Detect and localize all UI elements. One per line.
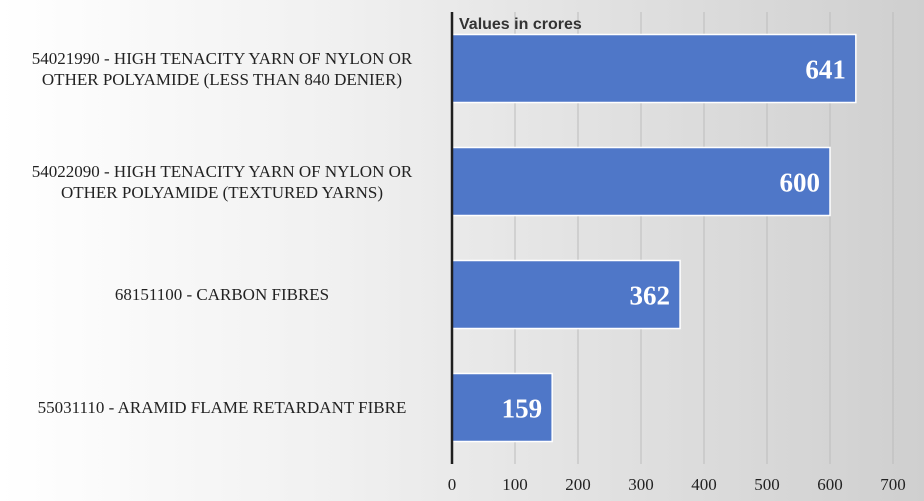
x-tick-label: 500 (754, 475, 780, 494)
bar (451, 372, 553, 443)
bar-value-label: 600 (780, 168, 821, 198)
x-tick-label: 600 (817, 475, 843, 494)
bar-value-label: 641 (805, 55, 846, 85)
x-tick-label: 0 (448, 475, 457, 494)
bar (451, 259, 681, 330)
x-tick-label: 100 (502, 475, 528, 494)
category-label: 54021990 - High tenacity yarn of nylon o… (31, 48, 413, 89)
bar (451, 33, 857, 104)
category-label: 68151100 - Carbon fibres (114, 285, 330, 304)
x-tick-label: 300 (628, 475, 654, 494)
x-tick-label: 400 (691, 475, 717, 494)
x-tick-label: 700 (880, 475, 906, 494)
x-tick-label: 200 (565, 475, 591, 494)
chart-title: Values in crores (459, 16, 582, 33)
bar-value-label: 362 (630, 281, 671, 311)
category-label: 55031110 - Aramid flame retardant fibre (37, 398, 407, 417)
bar-value-label: 159 (502, 394, 543, 424)
category-label: 54022090 - High tenacity yarn of nylon o… (31, 161, 413, 202)
bar (451, 146, 831, 217)
